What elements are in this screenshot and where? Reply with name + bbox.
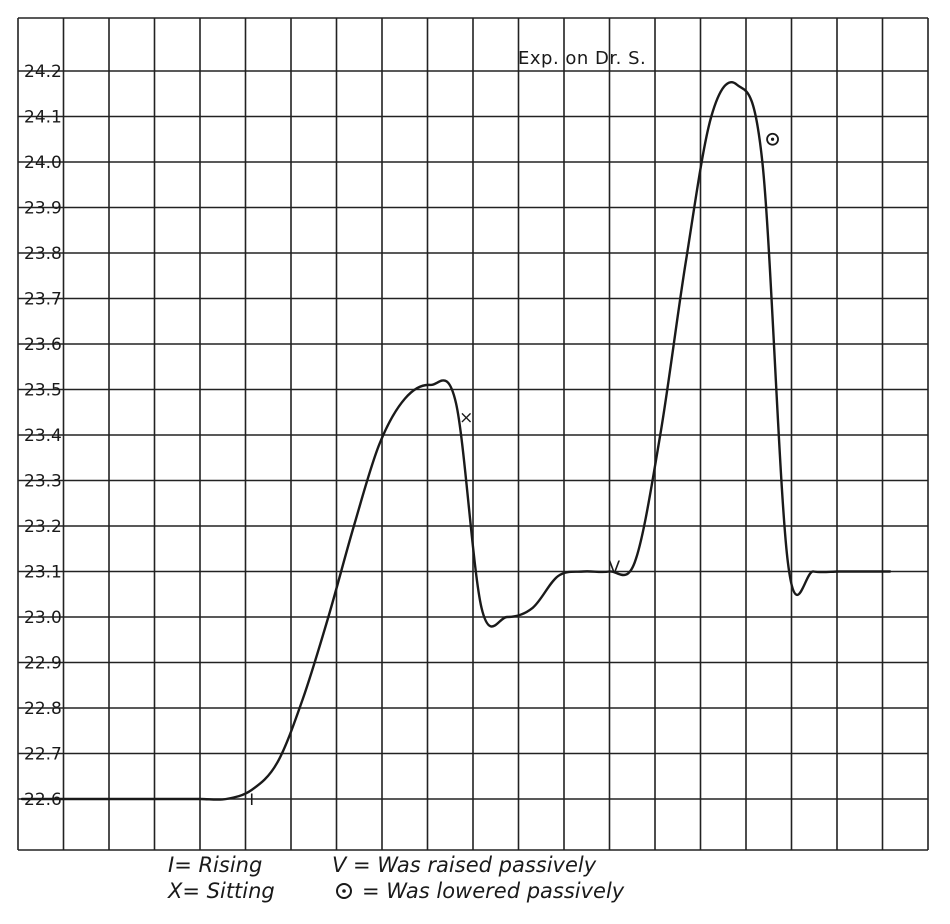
y-tick-label: 23.6 [24, 335, 62, 355]
y-tick-label: 23.4 [24, 426, 62, 446]
grid [17, 17, 929, 851]
y-tick-label: 23.9 [24, 199, 62, 219]
legend: I= Rising X= Sitting V = Was raised pass… [167, 853, 625, 903]
lowered-symbol-dot [342, 889, 346, 893]
y-tick-label: 24.2 [24, 62, 62, 82]
y-tick-label: 24.0 [24, 153, 62, 173]
series-line [20, 81, 892, 801]
y-tick-label: 23.8 [24, 244, 62, 264]
y-tick-label: 23.7 [24, 290, 62, 310]
marker-sitting: × [459, 408, 473, 428]
legend-sitting: X= Sitting [167, 879, 275, 903]
marker-raised: V [608, 558, 620, 578]
chart-title: Exp. on Dr. S. [518, 48, 646, 69]
y-axis-ticks: 24.2 24.1 24.0 23.9 23.8 23.7 23.6 23.5 23.4 23.3… [24, 62, 62, 810]
y-tick-label: 23.3 [24, 472, 62, 492]
y-tick-label: 24.1 [24, 108, 62, 128]
legend-rising: I= Rising [168, 853, 262, 877]
legend-lowered: = Was lowered passively [362, 879, 625, 903]
y-tick-label: 22.7 [24, 745, 62, 765]
marker-lowered [766, 132, 779, 146]
point-markers: I × V [249, 132, 779, 809]
y-tick-label: 23.5 [24, 381, 62, 401]
y-tick-label: 23.2 [24, 517, 62, 537]
legend-raised: V = Was raised passively [332, 853, 597, 877]
marker-rising: I [249, 790, 254, 809]
y-tick-label: 22.8 [24, 699, 62, 719]
lowered-symbol-icon [336, 883, 352, 899]
marker-lowered-dot [770, 137, 775, 141]
y-tick-label: 23.0 [24, 608, 62, 628]
y-tick-label: 23.1 [24, 563, 62, 583]
y-tick-label: 22.9 [24, 654, 62, 674]
